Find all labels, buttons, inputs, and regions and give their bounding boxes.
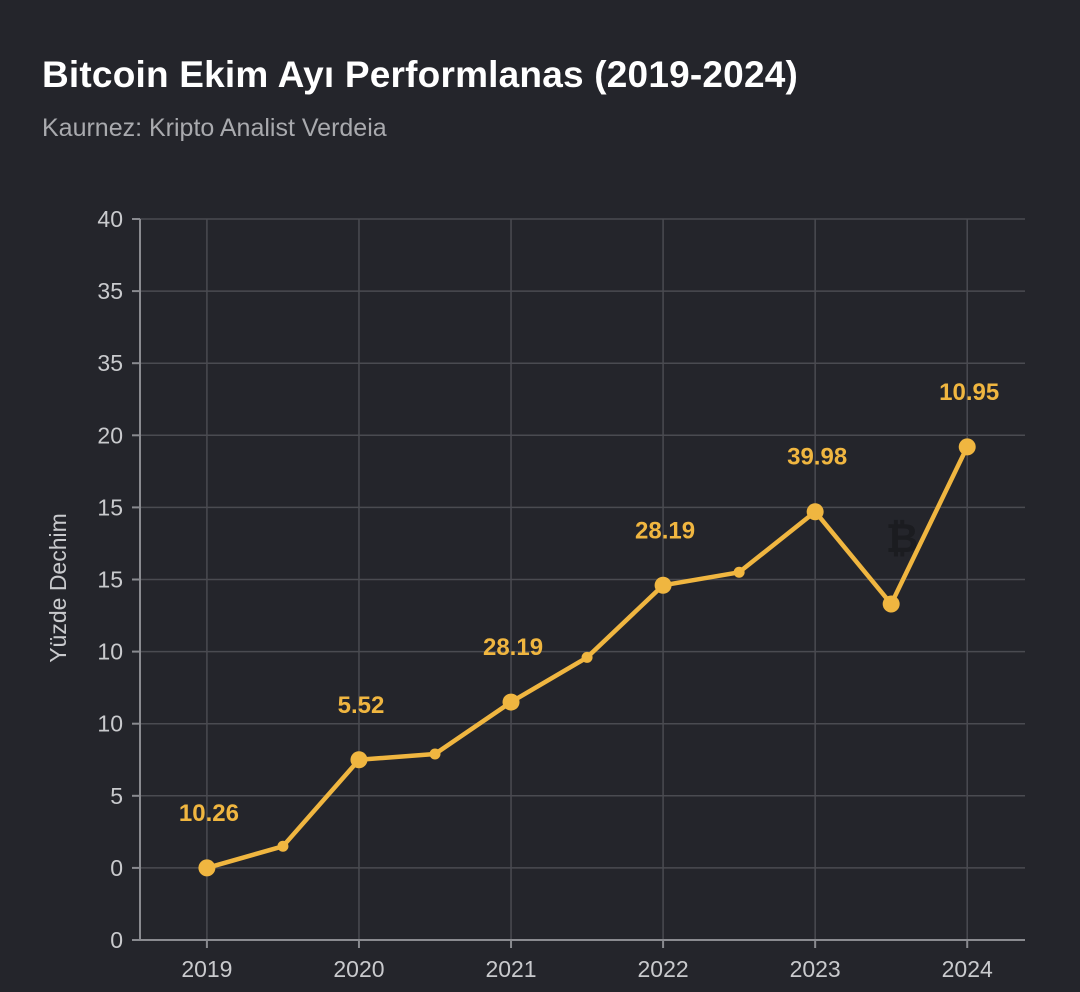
- y-tick-labels: 0 0 5 10 10 15 15 20 35 35 40: [97, 206, 123, 953]
- axes: [132, 218, 1025, 948]
- grid: [140, 218, 1025, 940]
- y-tick-label: 10: [97, 639, 123, 665]
- x-tick-label: 2022: [638, 956, 689, 982]
- data-point: [502, 693, 520, 711]
- x-tick-label: 2020: [333, 956, 384, 982]
- data-point: [277, 840, 289, 852]
- data-labels: 10.26 5.52 28.19 28.19 39.98 10.95: [179, 379, 999, 827]
- chart-subtitle: Kaurnez: Kripto Analist Verdeia: [42, 114, 387, 142]
- data-point: [958, 438, 976, 456]
- data-label: 39.98: [787, 444, 847, 471]
- y-tick-label: 5: [110, 783, 123, 809]
- data-label: 28.19: [483, 634, 543, 661]
- data-label: 10.95: [939, 379, 999, 406]
- y-tick-label: 15: [97, 567, 123, 593]
- y-axis-title: Yüzde Dechim: [45, 513, 71, 663]
- y-tick-label: 0: [110, 927, 123, 953]
- data-point: [882, 595, 900, 613]
- y-tick-label: 40: [97, 206, 123, 232]
- data-label: 5.52: [338, 692, 385, 719]
- data-point: [429, 748, 441, 760]
- data-point: [806, 503, 824, 521]
- data-point: [581, 651, 593, 663]
- x-tick-label: 2024: [942, 956, 993, 982]
- y-tick-label: 35: [97, 350, 123, 376]
- x-tick-label: 2019: [181, 956, 232, 982]
- y-tick-label: 10: [97, 711, 123, 737]
- x-tick-labels: 2019 2020 2021 2022 2023 2024: [181, 956, 993, 982]
- x-tick-label: 2021: [485, 956, 536, 982]
- y-tick-label: 35: [97, 278, 123, 304]
- y-tick-label: 20: [97, 422, 123, 448]
- x-tick-label: 2023: [790, 956, 841, 982]
- y-tick-label: 15: [97, 494, 123, 520]
- y-tick-label: 0: [110, 855, 123, 881]
- data-label: 10.26: [179, 800, 239, 827]
- series: [198, 438, 976, 877]
- data-point: [654, 576, 672, 594]
- data-point: [733, 566, 745, 578]
- data-point: [198, 859, 216, 877]
- data-point: [350, 751, 368, 769]
- data-label: 28.19: [635, 517, 695, 544]
- chart-title: Bitcoin Ekim Ayı Performlanas (2019-2024…: [42, 54, 799, 95]
